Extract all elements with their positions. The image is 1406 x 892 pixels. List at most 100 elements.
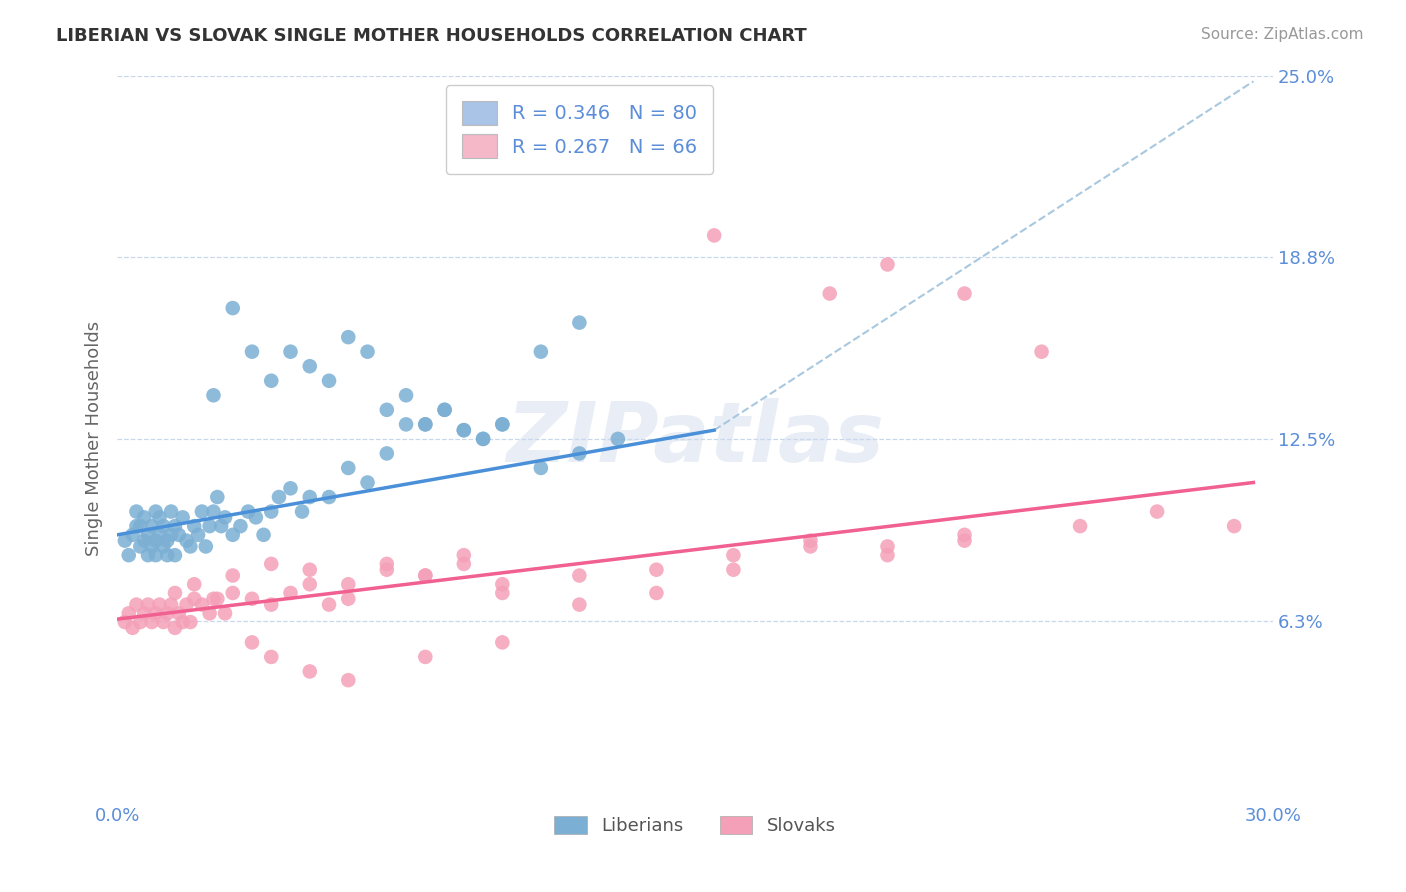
Point xyxy=(202,388,225,402)
Point xyxy=(198,519,221,533)
Point xyxy=(129,615,152,629)
Point xyxy=(125,519,148,533)
Point xyxy=(134,510,156,524)
Point xyxy=(194,540,217,554)
Point xyxy=(491,577,513,591)
Point xyxy=(245,510,267,524)
Point xyxy=(491,417,513,432)
Point xyxy=(129,540,152,554)
Point xyxy=(337,673,360,688)
Point xyxy=(152,540,174,554)
Point xyxy=(163,519,186,533)
Point xyxy=(953,286,976,301)
Point xyxy=(375,563,398,577)
Point xyxy=(645,563,668,577)
Point xyxy=(1069,519,1091,533)
Text: Source: ZipAtlas.com: Source: ZipAtlas.com xyxy=(1201,27,1364,42)
Point xyxy=(375,402,398,417)
Point xyxy=(953,533,976,548)
Point xyxy=(356,344,378,359)
Point xyxy=(141,615,163,629)
Text: ZIPatlas: ZIPatlas xyxy=(506,399,884,479)
Point xyxy=(267,490,290,504)
Point xyxy=(160,528,183,542)
Point xyxy=(568,598,591,612)
Point xyxy=(453,557,475,571)
Point xyxy=(214,607,236,621)
Y-axis label: Single Mother Households: Single Mother Households xyxy=(86,321,103,557)
Point xyxy=(183,577,205,591)
Point xyxy=(156,607,179,621)
Point xyxy=(433,402,456,417)
Point xyxy=(260,374,283,388)
Point xyxy=(125,505,148,519)
Point xyxy=(163,548,186,562)
Point xyxy=(260,505,283,519)
Point xyxy=(318,598,340,612)
Point xyxy=(118,607,141,621)
Point xyxy=(145,505,167,519)
Point xyxy=(198,607,221,621)
Point xyxy=(136,548,159,562)
Point xyxy=(148,510,170,524)
Point xyxy=(413,568,436,582)
Point xyxy=(433,402,456,417)
Point xyxy=(413,568,436,582)
Point xyxy=(799,540,821,554)
Point xyxy=(202,505,225,519)
Point xyxy=(229,519,252,533)
Point xyxy=(125,598,148,612)
Point xyxy=(337,577,360,591)
Point xyxy=(318,374,340,388)
Point xyxy=(209,519,232,533)
Point xyxy=(530,344,553,359)
Point xyxy=(723,563,745,577)
Point xyxy=(183,591,205,606)
Point xyxy=(818,286,841,301)
Point xyxy=(453,548,475,562)
Point xyxy=(136,528,159,542)
Point xyxy=(375,557,398,571)
Point xyxy=(260,649,283,664)
Point xyxy=(222,586,245,600)
Point xyxy=(876,548,898,562)
Point xyxy=(298,490,321,504)
Point xyxy=(337,330,360,344)
Point xyxy=(645,586,668,600)
Point xyxy=(318,490,340,504)
Point xyxy=(240,344,263,359)
Point xyxy=(207,591,229,606)
Point xyxy=(876,257,898,271)
Point xyxy=(252,528,274,542)
Point xyxy=(156,548,179,562)
Point xyxy=(491,586,513,600)
Point xyxy=(1223,519,1246,533)
Point xyxy=(298,665,321,679)
Point xyxy=(207,490,229,504)
Point xyxy=(298,563,321,577)
Point xyxy=(472,432,495,446)
Point xyxy=(799,533,821,548)
Point xyxy=(141,540,163,554)
Point xyxy=(375,446,398,460)
Point xyxy=(236,505,259,519)
Point xyxy=(160,505,183,519)
Point xyxy=(953,528,976,542)
Point xyxy=(1031,344,1053,359)
Point xyxy=(472,432,495,446)
Point xyxy=(606,432,628,446)
Point xyxy=(202,591,225,606)
Point xyxy=(160,598,183,612)
Point xyxy=(298,359,321,374)
Point xyxy=(260,598,283,612)
Point xyxy=(179,615,201,629)
Point xyxy=(280,481,302,495)
Point xyxy=(163,586,186,600)
Point xyxy=(145,533,167,548)
Point xyxy=(148,528,170,542)
Point xyxy=(148,598,170,612)
Point xyxy=(280,586,302,600)
Point xyxy=(395,388,418,402)
Point xyxy=(167,528,190,542)
Point xyxy=(491,417,513,432)
